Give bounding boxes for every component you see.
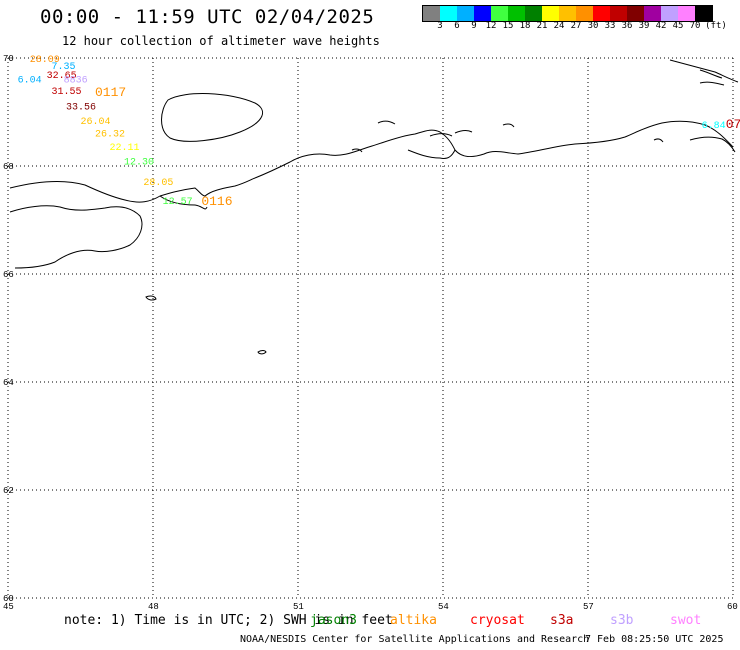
coastline	[9, 59, 739, 355]
kanin-peninsula	[9, 177, 256, 203]
legend-swatch	[627, 6, 644, 21]
longitude-label: 51	[293, 602, 304, 612]
longitude-label: 57	[583, 602, 594, 612]
swh-label: 0116	[201, 194, 232, 209]
legend-swatch	[491, 6, 508, 21]
credit-line: NOAA/NESDIS Center for Satellite Applica…	[240, 634, 590, 645]
legend-tick: 30	[587, 21, 599, 31]
axis-labels: 45 48 51 54 57 60 70 68 66 64 62 60	[3, 54, 738, 612]
latitude-label: 66	[3, 270, 14, 280]
kolva-shore	[689, 136, 736, 153]
color-legend-ticks: 3 6 9 12 15 18 21 24 27 30 33 36 39 42 45 70 (ft)	[422, 21, 740, 33]
swh-label: 22.11	[110, 143, 140, 154]
swh-label: 33.56	[66, 102, 96, 113]
legend-swatch	[440, 6, 457, 21]
footnote-note: note: 1) Time is in UTC; 2) SWH is in fe…	[64, 613, 393, 628]
legend-tick: 27	[570, 21, 582, 31]
legend-swatch	[525, 6, 542, 21]
northeast-islands	[699, 69, 725, 86]
legend-swatch	[678, 6, 695, 21]
kolguev-island	[161, 93, 264, 142]
legend-swatch	[644, 6, 661, 21]
legend-tick: 15	[502, 21, 514, 31]
swh-label: 6.04	[18, 75, 42, 86]
swh-label: 28.05	[143, 178, 173, 189]
legend-swatch	[508, 6, 525, 21]
mission-swot: swot	[670, 613, 702, 628]
legend-tick: 45	[672, 21, 684, 31]
pechora-islands	[429, 130, 473, 137]
legend-tick: 24	[553, 21, 565, 31]
page-subtitle: 12 hour collection of altimeter wave hei…	[62, 34, 380, 48]
swh-label: 31.55	[52, 87, 82, 98]
mission-altika: altika	[390, 613, 437, 628]
legend-swatch	[559, 6, 576, 21]
legend-tick: 42	[655, 21, 667, 31]
legend-swatch	[576, 6, 593, 21]
legend-swatch	[593, 6, 610, 21]
latitude-label: 62	[3, 486, 14, 496]
legend-unit: (ft)	[705, 21, 727, 31]
legend-tick: 12	[485, 21, 497, 31]
page-title: 00:00 - 11:59 UTC 02/04/2025	[40, 6, 375, 28]
mission-cryosat: cryosat	[470, 613, 525, 628]
swh-label: 26.32	[95, 129, 125, 140]
swh-label: 7.35	[52, 62, 76, 73]
color-legend	[422, 5, 713, 22]
longitude-label: 60	[727, 602, 738, 612]
longitude-label: 48	[148, 602, 159, 612]
latitude-label: 64	[3, 378, 14, 388]
longitude-label: 45	[3, 602, 14, 612]
legend-tick: 9	[471, 21, 477, 31]
islet-4	[377, 120, 396, 125]
white-sea-coast	[9, 205, 143, 269]
legend-swatch	[610, 6, 627, 21]
swh-label: 6.84	[702, 121, 726, 132]
swh-label: 8836	[64, 75, 88, 86]
pechora-bay	[407, 149, 456, 159]
legend-swatch	[542, 6, 559, 21]
swh-label: 28.09	[30, 55, 60, 66]
legend-tick: 21	[536, 21, 548, 31]
swh-label: 32.65	[47, 71, 77, 82]
islet-5	[351, 148, 363, 153]
legend-tick: 36	[621, 21, 633, 31]
swh-label: 12.57	[163, 197, 193, 208]
legend-tick: 70	[689, 21, 701, 31]
swh-label: 0117	[95, 85, 126, 100]
legend-tick: 33	[604, 21, 616, 31]
legend-swatch	[474, 6, 491, 21]
vaygach-fragment	[669, 59, 739, 83]
cheshskaya-bay	[159, 195, 208, 210]
generation-timestamp: 7 Feb 08:25:50 UTC 2025	[585, 634, 724, 645]
mission-s3a: s3a	[550, 613, 574, 628]
latitude-label: 68	[3, 162, 14, 172]
legend-tick: 39	[638, 21, 650, 31]
graticule	[7, 57, 734, 599]
mission-jason3: jason3	[310, 613, 357, 628]
legend-swatch	[457, 6, 474, 21]
swh-label: 26.04	[81, 117, 111, 128]
legend-tick: 3	[437, 21, 443, 31]
pechora-coast	[254, 120, 734, 179]
legend-swatch	[423, 6, 440, 21]
legend-swatch	[661, 6, 678, 21]
longitude-label: 54	[438, 602, 449, 612]
legend-swatch	[695, 6, 712, 21]
legend-tick: 18	[519, 21, 531, 31]
legend-tick: 6	[454, 21, 460, 31]
latitude-label: 60	[3, 594, 14, 604]
swh-label: 12.30	[124, 157, 154, 168]
mission-s3b: s3b	[610, 613, 634, 628]
islet-1	[145, 295, 157, 301]
latitude-label: 70	[3, 54, 14, 64]
islet-2	[257, 350, 267, 355]
swh-label: 07	[726, 117, 740, 132]
islet-3	[502, 123, 515, 128]
islet-6	[653, 138, 664, 143]
